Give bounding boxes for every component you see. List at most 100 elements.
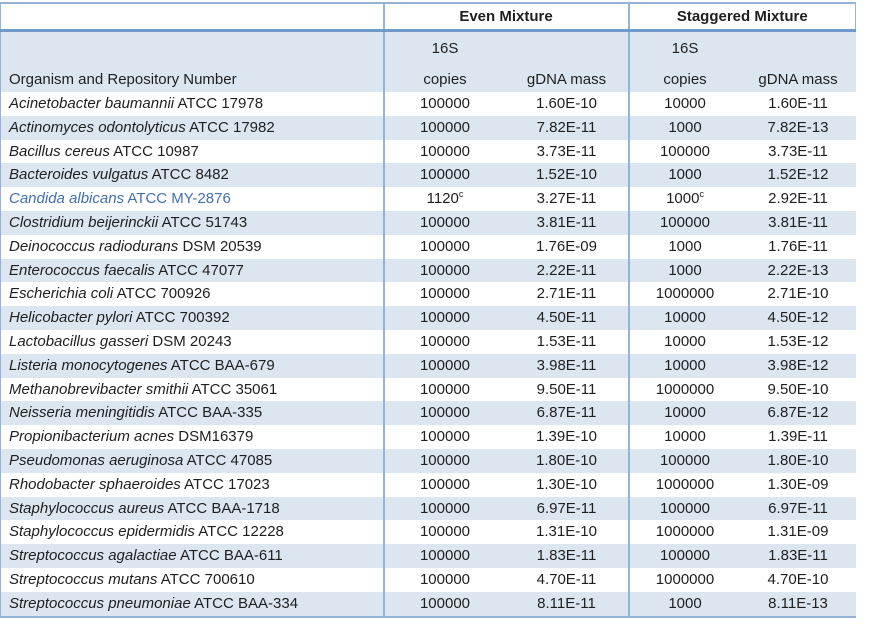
repository-number: ATCC BAA-611 xyxy=(179,547,283,565)
even-16s-copies-cell: 100000 xyxy=(382,544,506,568)
table-row: Propionibacterium acnes DSM16379 100000 … xyxy=(0,425,856,449)
table-row: Streptococcus mutans ATCC 700610 100000 … xyxy=(0,567,856,592)
staggered-16s-copies-cell: 1000000 xyxy=(627,282,741,307)
even-16s-copies-cell: 100000 xyxy=(382,377,506,402)
even-16s-copies-cell: 100000 xyxy=(382,425,506,449)
table-row: Rhodobacter sphaeroides ATCC 17023 10000… xyxy=(0,472,856,497)
even-16s-copies-cell: 100000 xyxy=(382,329,506,354)
even-gdna-mass-cell: 1.76E-09 xyxy=(536,237,597,255)
even-gdna-mass-cell: 1.31E-10 xyxy=(536,523,597,541)
table-row: Clostridium beijerinckii ATCC 51743 1000… xyxy=(0,210,856,235)
table-row: Candida albicans ATCC MY-2876 1120c 3.27… xyxy=(0,187,856,211)
repository-number: ATCC 17982 xyxy=(189,118,275,136)
empty-cell xyxy=(0,30,384,58)
empty-cell xyxy=(505,30,629,58)
table-header: Even Mixture Staggered Mixture 16S 16S O… xyxy=(0,2,856,92)
organism-cell: Lactobacillus gasseri DSM 20243 xyxy=(0,329,384,354)
even-16s-copies-cell: 100000 xyxy=(382,163,506,188)
staggered-gdna-mass-cell: 6.87E-12 xyxy=(740,401,856,426)
even-16s-copies-cell: 100000 xyxy=(382,448,506,473)
staggered-gdna-mass-cell: 1.30E-09 xyxy=(767,475,829,493)
organism-cell: Escherichia coli ATCC 700926 xyxy=(0,282,384,307)
staggered-16s-copies-cell: 1000000 xyxy=(627,567,741,592)
table-row: Staphylococcus epidermidis ATCC 12228 10… xyxy=(0,520,856,545)
staggered-gdna-label: gDNA mass xyxy=(740,58,856,92)
organism-name: Escherichia coli xyxy=(9,285,114,303)
staggered-gdna-mass-cell: 7.82E-13 xyxy=(740,115,856,140)
organism-name: Neisseria meningitidis xyxy=(9,404,155,422)
repository-number: DSM 20243 xyxy=(152,332,232,350)
even-gdna-mass-cell: 4.70E-11 xyxy=(536,570,597,588)
table-row: Methanobrevibacter smithii ATCC 35061 10… xyxy=(0,377,856,402)
organism-name: Methanobrevibacter smithii xyxy=(9,380,189,398)
repository-number: ATCC MY-2876 xyxy=(127,190,231,208)
staggered-gdna-mass-cell: 1.52E-12 xyxy=(740,163,856,188)
even-16s-copies-cell: 1120c xyxy=(382,187,506,211)
table-row: Escherichia coli ATCC 700926 100000 2.71… xyxy=(0,282,856,307)
staggered-16s-copies-cell: 10000 xyxy=(627,401,741,426)
organism-name: Propionibacterium acnes xyxy=(9,428,175,446)
organism-cell: Streptococcus pneumoniae ATCC BAA-334 xyxy=(0,591,384,618)
even-16s-copies-cell: 100000 xyxy=(382,472,506,497)
footnote-marker: c xyxy=(699,189,704,200)
organism-name: Candida albicans xyxy=(9,190,125,208)
staggered-gdna-mass-cell: 2.92E-11 xyxy=(768,190,828,208)
even-gdna-mass-cell: 1.80E-10 xyxy=(505,448,629,473)
organism-name: Staphylococcus epidermidis xyxy=(9,523,195,541)
organism-cell: Actinomyces odontolyticus ATCC 17982 xyxy=(0,115,384,140)
even-16s-copies-cell: 100000 xyxy=(382,567,506,592)
staggered-gdna-mass-cell: 4.50E-12 xyxy=(740,306,856,330)
even-gdna-mass-cell: 1.60E-10 xyxy=(536,95,597,112)
even-16s-copies-cell: 100000 xyxy=(382,306,506,330)
staggered-16s-copies-cell: 1000 xyxy=(627,591,741,618)
even-gdna-mass-cell: 1.39E-10 xyxy=(536,428,597,446)
table-body: Acinetobacter baumannii ATCC 17978 10000… xyxy=(0,92,856,618)
even-gdna-mass-cell: 1.83E-11 xyxy=(505,544,629,568)
staggered-gdna-mass-cell: 1.60E-11 xyxy=(768,95,828,112)
organism-name: Streptococcus pneumoniae xyxy=(9,594,191,612)
organism-cell: Staphylococcus epidermidis ATCC 12228 xyxy=(0,520,384,545)
staggered-gdna-mass-cell: 9.50E-10 xyxy=(767,380,829,398)
organism-cell: Clostridium beijerinckii ATCC 51743 xyxy=(0,210,384,235)
even-gdna-mass-cell: 4.50E-11 xyxy=(505,306,629,330)
repository-number: ATCC 47077 xyxy=(158,261,244,279)
repository-number: ATCC 12228 xyxy=(198,523,284,541)
even-16s-copies-cell: 100000 xyxy=(382,210,506,235)
organism-name: Lactobacillus gasseri xyxy=(9,332,149,350)
organism-name: Enterococcus faecalis xyxy=(9,261,155,279)
staggered-16s-copies-cell: 10000 xyxy=(627,306,741,330)
repository-number: ATCC 47085 xyxy=(186,451,273,469)
organism-cell: Rhodobacter sphaeroides ATCC 17023 xyxy=(0,472,384,497)
even-16s-copies-cell: 100000 xyxy=(382,258,506,283)
staggered-16s-copies-cell: 100000 xyxy=(627,139,741,164)
organism-cell: Streptococcus mutans ATCC 700610 xyxy=(0,567,384,592)
table-row: Enterococcus faecalis ATCC 47077 100000 … xyxy=(0,258,856,283)
staggered-gdna-mass-cell: 8.11E-13 xyxy=(740,591,856,618)
table-row: Acinetobacter baumannii ATCC 17978 10000… xyxy=(0,92,856,116)
staggered-16s-copies-cell: 10000 xyxy=(627,425,741,449)
staggered-gdna-mass-cell: 1.76E-11 xyxy=(768,237,828,255)
mixture-title-row: Even Mixture Staggered Mixture xyxy=(0,2,856,32)
organism-name: Listeria monocytogenes xyxy=(9,356,168,374)
staggered-16s-copies-cell: 10000 xyxy=(627,92,741,116)
organism-cell: Enterococcus faecalis ATCC 47077 xyxy=(0,258,384,283)
organism-cell: Propionibacterium acnes DSM16379 xyxy=(0,425,384,449)
staggered-16s-copies-cell: 10000 xyxy=(627,353,741,378)
organism-header-spacer xyxy=(0,2,384,32)
staggered-16s-copies-cell: 100000 xyxy=(627,544,741,568)
table-row: Deinococcus radiodurans DSM 20539 100000… xyxy=(0,234,856,259)
organism-name: Actinomyces odontolyticus xyxy=(9,118,186,136)
table-row: Bacteroides vulgatus ATCC 8482 100000 1.… xyxy=(0,163,856,188)
table-row: Actinomyces odontolyticus ATCC 17982 100… xyxy=(0,115,856,140)
staggered-gdna-mass-cell: 1.53E-12 xyxy=(767,332,829,350)
staggered-gdna-mass-cell: 1.80E-10 xyxy=(740,448,856,473)
repository-number: ATCC BAA-334 xyxy=(194,594,299,612)
organism-name: Streptococcus agalactiae xyxy=(9,547,177,565)
table-row: Streptococcus pneumoniae ATCC BAA-334 10… xyxy=(0,591,856,618)
repository-number: ATCC BAA-1718 xyxy=(167,499,280,517)
organism-name: Acinetobacter baumannii xyxy=(9,95,175,112)
staggered-gdna-mass-cell: 6.97E-11 xyxy=(740,496,856,521)
even-16s-label: 16S xyxy=(382,30,506,58)
staggered-16s-copies-cell: 100000 xyxy=(627,448,741,473)
